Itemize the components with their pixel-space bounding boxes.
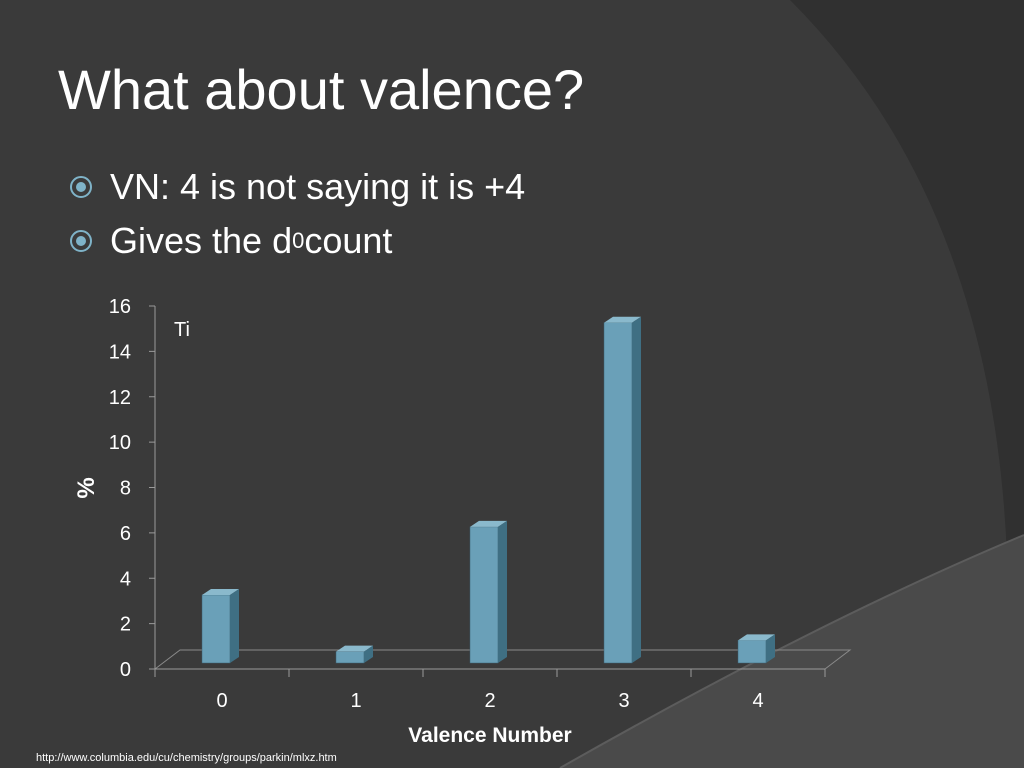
y-tick-label: 0	[120, 659, 131, 681]
x-tick-label: 0	[216, 690, 227, 712]
y-tick-label: 2	[120, 614, 131, 636]
chart-annotation: Ti	[174, 319, 190, 341]
bar	[201, 594, 231, 664]
target-bullet-icon	[70, 230, 92, 252]
bar	[737, 640, 767, 664]
bullet-text: Gives the d	[110, 220, 293, 261]
bar-side	[230, 588, 239, 663]
bar-top	[470, 520, 507, 527]
bullet-item: VN: 4 is not saying it is +4	[68, 160, 525, 214]
y-axis-title: %	[73, 477, 100, 498]
bullet-superscript: 0	[292, 228, 305, 253]
bar-side	[766, 634, 775, 663]
y-tick-label: 16	[109, 296, 131, 318]
target-bullet-icon	[70, 176, 92, 198]
y-tick-label: 12	[109, 387, 131, 409]
bar-top	[336, 645, 373, 652]
bar-top	[604, 316, 641, 323]
bar-side	[632, 316, 641, 663]
decorative-swoosh	[560, 535, 1024, 768]
y-tick-label: 10	[109, 432, 131, 454]
bar	[335, 651, 365, 664]
bullet-text: VN: 4 is not saying it is +4	[110, 166, 526, 207]
x-tick-label: 4	[752, 690, 763, 712]
bar	[603, 322, 633, 664]
bar-top	[202, 588, 239, 595]
x-tick-label: 1	[350, 690, 361, 712]
bullet-suffix: count	[304, 220, 393, 261]
x-tick-label: 2	[484, 690, 495, 712]
y-tick-label: 6	[120, 523, 131, 545]
bar-side	[364, 645, 373, 663]
bar-top	[738, 634, 775, 641]
y-tick-label: 8	[120, 478, 131, 500]
bullet-list: VN: 4 is not saying it is +4 Gives the d…	[68, 160, 525, 268]
slide-title: What about valence?	[58, 58, 585, 121]
bar-side	[498, 520, 507, 663]
x-tick-label: 3	[618, 690, 629, 712]
x-axis-title: Valence Number	[408, 724, 571, 747]
chart-floor	[154, 649, 852, 670]
bar	[469, 526, 499, 664]
y-tick-label: 4	[120, 568, 131, 590]
source-link[interactable]: http://www.columbia.edu/cu/chemistry/gro…	[36, 752, 337, 764]
y-tick-label: 14	[109, 341, 131, 363]
decorative-arc	[790, 0, 1024, 768]
